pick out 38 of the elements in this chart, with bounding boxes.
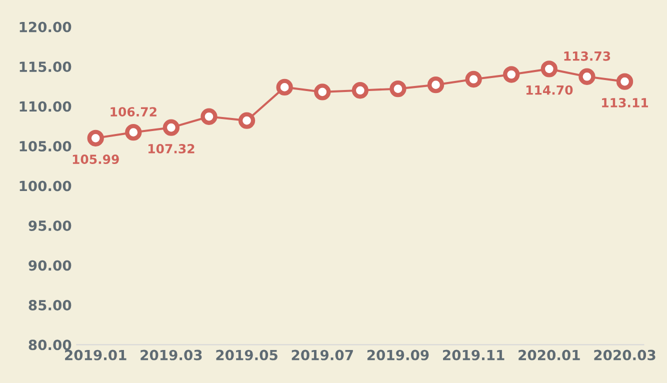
y-tick-label: 115.00 [20,62,72,72]
point [87,130,104,146]
y-tick-label: 105.00 [20,140,72,152]
data-label: 107.32 [148,144,194,154]
point [390,80,406,98]
data-label: 106.72 [110,107,156,117]
point [200,108,218,125]
x-tick-label: 2019.09 [367,350,429,360]
y-tick-label: 110.00 [20,101,72,112]
x-tick-label: 2019.05 [216,350,278,360]
point [427,76,444,94]
x-tick-label: 2020.03 [594,350,656,360]
point [616,73,634,90]
point [465,70,482,88]
point [352,82,369,99]
y-tick-label: 100.00 [20,180,72,192]
point [162,119,180,136]
point [314,84,331,100]
point [125,124,142,141]
point [276,78,293,96]
x-tick-label: 2019.07 [292,350,353,360]
y-tick-label: 95.00 [28,220,72,231]
point [503,66,520,83]
point [238,112,256,129]
data-label: 113.11 [602,98,648,108]
y-tick-label: 90.00 [28,260,72,271]
point [578,68,596,85]
y-tick-label: 120.00 [20,22,72,32]
data-label: 114.70 [526,85,573,95]
data-label: 113.73 [564,51,610,61]
y-tick-label: 80.00 [28,340,72,350]
x-tick-label: 2020.01 [518,350,580,360]
x-tick-label: 2019.03 [140,350,202,360]
point [540,60,558,78]
y-tick-label: 85.00 [28,300,72,310]
data-label: 105.99 [72,154,119,164]
x-tick-label: 2019.01 [65,350,126,360]
x-tick-label: 2019.11 [443,350,504,360]
